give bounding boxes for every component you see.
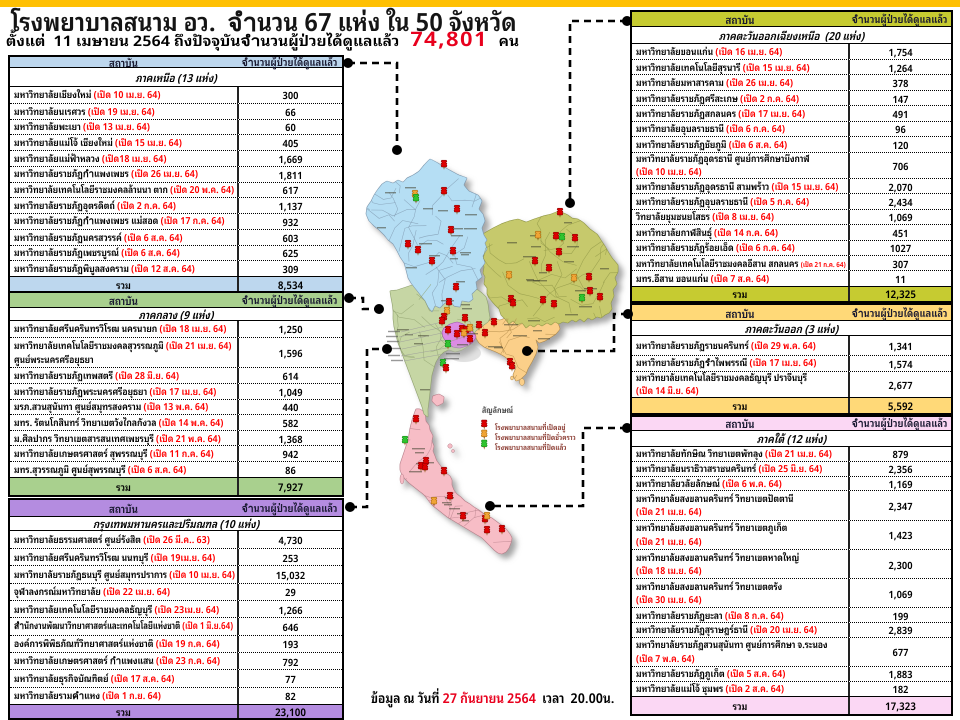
svg-text:โรงพยาบาลสนามที่ปิดแล้ว: โรงพยาบาลสนามที่ปิดแล้ว	[494, 441, 567, 453]
svg-text:สัญลักษณ์: สัญลักษณ์	[482, 403, 514, 416]
